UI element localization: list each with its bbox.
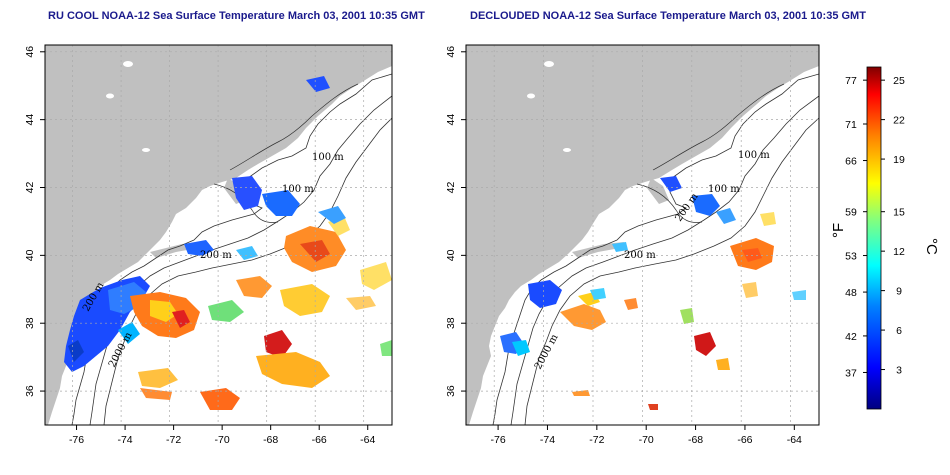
sst-patches xyxy=(64,76,392,410)
fahrenheit-tick-label: 59 xyxy=(845,207,857,219)
x-tick-label: -72 xyxy=(589,434,604,446)
grid xyxy=(45,45,392,425)
isobath-2000m xyxy=(103,117,392,425)
long-island xyxy=(572,242,624,258)
left-map-title: RU COOL NOAA-12 Sea Surface Temperature … xyxy=(48,10,425,22)
temperature-colorbar: °F °C 77 71 66 59 53 48 42 37 25 22 19 15 12 9 6 3 xyxy=(830,66,940,410)
y-tick-label: 38 xyxy=(445,317,457,329)
x-tick-label: -70 xyxy=(639,434,654,446)
map-frame xyxy=(465,44,820,426)
right-axis-ticks: -76 -74 -72 -70 -68 -66 -64 36 38 40 42 44 46 xyxy=(445,46,802,446)
y-tick-label: 42 xyxy=(24,182,36,194)
fahrenheit-tick-label: 48 xyxy=(845,287,857,299)
left-axis-ticks: -76 -74 -72 -70 -68 -66 -64 36 38 40 42 44 46 xyxy=(24,46,375,446)
x-tick-label: -68 xyxy=(688,434,703,446)
y-tick-label: 36 xyxy=(445,385,457,397)
fahrenheit-tick-label: 53 xyxy=(845,251,857,263)
lake xyxy=(142,148,150,152)
left-map-panel: 100 m 100 m 200 m 200 m 2000 m -76 -74 -72… xyxy=(24,44,393,446)
x-tick-label: -72 xyxy=(166,434,181,446)
lake xyxy=(123,61,133,67)
celsius-tick-label: 19 xyxy=(893,154,905,166)
x-tick-label: -74 xyxy=(540,434,555,446)
celsius-ticks: 25 22 19 15 12 9 6 3 xyxy=(881,75,905,377)
fahrenheit-tick-label: 77 xyxy=(845,75,857,87)
land-mass xyxy=(45,45,392,425)
isobath-inner xyxy=(213,83,359,223)
x-tick-label: -68 xyxy=(263,434,278,446)
x-tick-label: -66 xyxy=(312,434,327,446)
fahrenheit-unit-label: °F xyxy=(830,223,847,238)
lake xyxy=(527,93,535,99)
cape-cod xyxy=(647,178,669,204)
contour-label: 100 m xyxy=(282,184,314,195)
x-tick-label: -76 xyxy=(69,434,84,446)
celsius-tick-label: 12 xyxy=(893,246,905,258)
right-map-panel: 100 m 100 m 200 m 200 m 2000 m -76 -74 -72… xyxy=(445,44,820,446)
y-tick-label: 36 xyxy=(24,385,36,397)
lake xyxy=(106,93,114,99)
y-tick-label: 42 xyxy=(445,182,457,194)
fahrenheit-tick-label: 42 xyxy=(845,331,857,343)
contour-label: 200 m xyxy=(624,250,656,261)
x-tick-label: -66 xyxy=(737,434,752,446)
fahrenheit-tick-label: 71 xyxy=(845,119,857,131)
y-tick-label: 40 xyxy=(445,249,457,261)
contour-label: 2000 m xyxy=(533,332,561,371)
isobath-inner xyxy=(636,83,785,223)
grid xyxy=(466,45,819,425)
celsius-tick-label: 3 xyxy=(896,365,902,377)
y-tick-label: 40 xyxy=(24,249,36,261)
isobath-2000m xyxy=(524,117,819,425)
y-tick-label: 38 xyxy=(24,317,36,329)
x-tick-label: -70 xyxy=(215,434,230,446)
celsius-tick-label: 25 xyxy=(893,75,905,87)
contour-label: 100 m xyxy=(312,152,344,163)
fahrenheit-tick-label: 66 xyxy=(845,156,857,168)
right-map-title: DECLOUDED NOAA-12 Sea Surface Temperatur… xyxy=(470,10,866,22)
y-tick-label: 46 xyxy=(445,46,457,58)
contour-label: 100 m xyxy=(738,150,770,161)
x-tick-label: -76 xyxy=(490,434,505,446)
lake xyxy=(563,148,571,152)
celsius-unit-label: °C xyxy=(923,238,940,255)
lake xyxy=(544,61,554,67)
colorbar-gradient xyxy=(866,66,882,410)
fahrenheit-ticks: 77 71 66 59 53 48 42 37 xyxy=(845,75,867,379)
contour-label: 100 m xyxy=(708,184,740,195)
celsius-tick-label: 9 xyxy=(896,286,902,298)
x-tick-label: -74 xyxy=(117,434,132,446)
celsius-tick-label: 22 xyxy=(893,115,905,127)
celsius-tick-label: 15 xyxy=(893,207,905,219)
land-mass xyxy=(466,45,819,425)
celsius-tick-label: 6 xyxy=(896,325,902,337)
isobath-200m xyxy=(510,95,819,425)
fahrenheit-tick-label: 37 xyxy=(845,367,857,379)
x-tick-label: -64 xyxy=(360,434,375,446)
y-tick-label: 46 xyxy=(24,46,36,58)
map-frame xyxy=(44,44,393,426)
x-tick-label: -64 xyxy=(787,434,802,446)
y-tick-label: 44 xyxy=(445,114,457,126)
y-tick-label: 44 xyxy=(24,114,36,126)
contour-label: 200 m xyxy=(200,250,232,261)
